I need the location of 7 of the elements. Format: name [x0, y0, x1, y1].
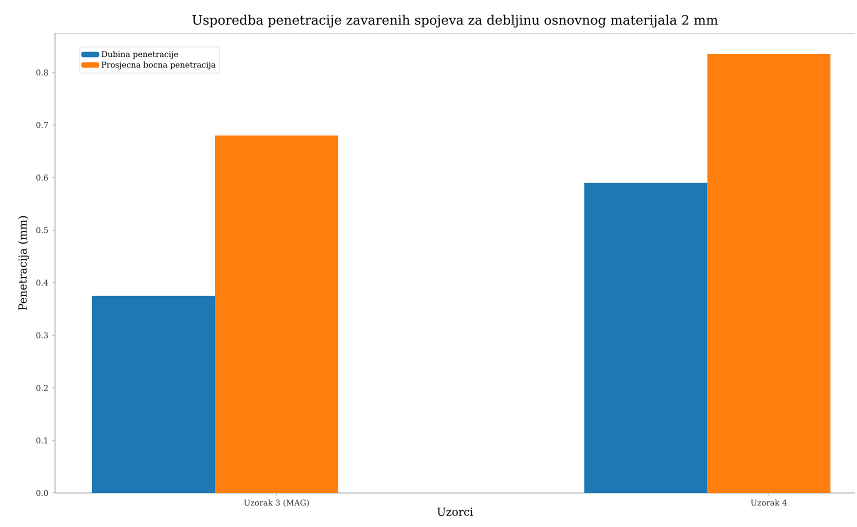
- y-axis-title: Penetracija (mm): [18, 216, 29, 310]
- bar: [707, 54, 830, 493]
- bar: [584, 182, 708, 493]
- bar: [215, 136, 338, 493]
- bar: [92, 296, 216, 493]
- x-axis-title: Uzorci: [437, 508, 473, 516]
- chart-title: Usporedba penetracije zavarenih spojeva za debljinu osnovnog materijala 2 mm: [192, 14, 718, 28]
